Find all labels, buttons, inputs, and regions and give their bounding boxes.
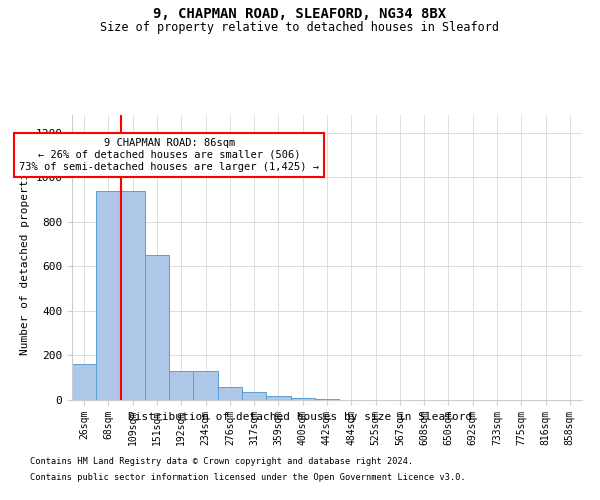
Bar xyxy=(266,396,290,400)
Bar xyxy=(315,399,339,400)
Text: Contains public sector information licensed under the Open Government Licence v3: Contains public sector information licen… xyxy=(30,472,466,482)
Bar xyxy=(121,190,145,400)
Bar xyxy=(193,371,218,400)
Bar xyxy=(145,256,169,400)
Bar xyxy=(242,392,266,400)
Text: Distribution of detached houses by size in Sleaford: Distribution of detached houses by size … xyxy=(128,412,472,422)
Bar xyxy=(218,386,242,400)
Bar xyxy=(169,371,193,400)
Text: 9, CHAPMAN ROAD, SLEAFORD, NG34 8BX: 9, CHAPMAN ROAD, SLEAFORD, NG34 8BX xyxy=(154,8,446,22)
Text: 9 CHAPMAN ROAD: 86sqm
← 26% of detached houses are smaller (506)
73% of semi-det: 9 CHAPMAN ROAD: 86sqm ← 26% of detached … xyxy=(19,138,319,172)
Bar xyxy=(96,190,121,400)
Y-axis label: Number of detached properties: Number of detached properties xyxy=(20,160,30,356)
Text: Size of property relative to detached houses in Sleaford: Size of property relative to detached ho… xyxy=(101,21,499,34)
Bar xyxy=(290,398,315,400)
Text: Contains HM Land Registry data © Crown copyright and database right 2024.: Contains HM Land Registry data © Crown c… xyxy=(30,458,413,466)
Bar xyxy=(72,364,96,400)
